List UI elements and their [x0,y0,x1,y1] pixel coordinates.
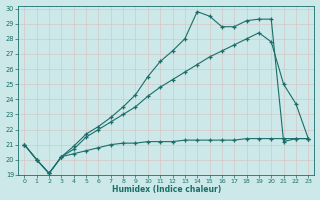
X-axis label: Humidex (Indice chaleur): Humidex (Indice chaleur) [112,185,221,194]
